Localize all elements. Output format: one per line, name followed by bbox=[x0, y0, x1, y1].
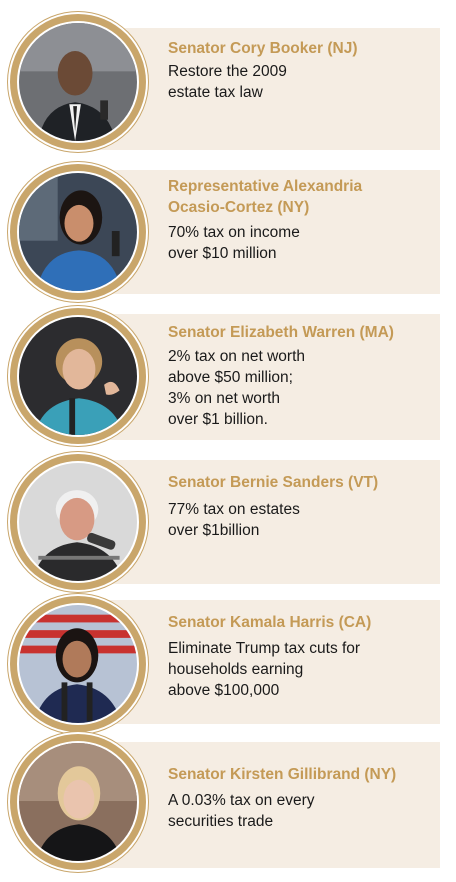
portrait-photo-icon bbox=[19, 605, 137, 723]
representative-name: Representative Alexandria Ocasio-Cortez … bbox=[168, 178, 363, 216]
portrait-photo-icon bbox=[19, 317, 137, 435]
tax-proposal: 77% tax on estates over $1billion bbox=[168, 501, 300, 539]
profile-card-harris: Senator Kamala Harris (CA) Eliminate Tru… bbox=[0, 588, 456, 732]
profile-card-gillibrand: Senator Kirsten Gillibrand (NY) A 0.03% … bbox=[0, 728, 456, 870]
profile-card-warren: Senator Elizabeth Warren (MA) 2% tax on … bbox=[0, 300, 456, 444]
portrait-photo bbox=[10, 734, 146, 870]
portrait-photo bbox=[10, 164, 146, 300]
tax-proposal: 2% tax on net worth above $50 million; 3… bbox=[168, 348, 305, 428]
portrait-photo bbox=[10, 454, 146, 590]
senator-name: Senator Cory Booker (NJ) bbox=[168, 40, 358, 57]
tax-proposal: Restore the 2009 estate tax law bbox=[168, 63, 287, 101]
profile-card-booker: Senator Cory Booker (NJ) Restore the 200… bbox=[0, 0, 456, 150]
portrait-photo bbox=[10, 596, 146, 732]
senator-name: Senator Kamala Harris (CA) bbox=[168, 614, 372, 631]
profile-card-ocasio-cortez: Representative Alexandria Ocasio-Cortez … bbox=[0, 154, 456, 300]
portrait-photo-icon bbox=[19, 743, 137, 861]
senator-name: Senator Elizabeth Warren (MA) bbox=[168, 324, 394, 341]
profile-card-sanders: Senator Bernie Sanders (VT) 77% tax on e… bbox=[0, 444, 456, 590]
tax-proposal: Eliminate Trump tax cuts for households … bbox=[168, 640, 361, 699]
tax-proposal: A 0.03% tax on every securities trade bbox=[168, 792, 315, 830]
senator-name: Senator Bernie Sanders (VT) bbox=[168, 474, 379, 491]
senator-name: Senator Kirsten Gillibrand (NY) bbox=[168, 766, 397, 783]
tax-proposal: 70% tax on income over $10 million bbox=[168, 224, 300, 262]
portrait-photo-icon bbox=[19, 463, 137, 581]
portrait-photo-icon bbox=[19, 173, 137, 291]
portrait-photo bbox=[10, 308, 146, 444]
portrait-photo bbox=[10, 14, 146, 150]
portrait-photo-icon bbox=[19, 23, 137, 141]
